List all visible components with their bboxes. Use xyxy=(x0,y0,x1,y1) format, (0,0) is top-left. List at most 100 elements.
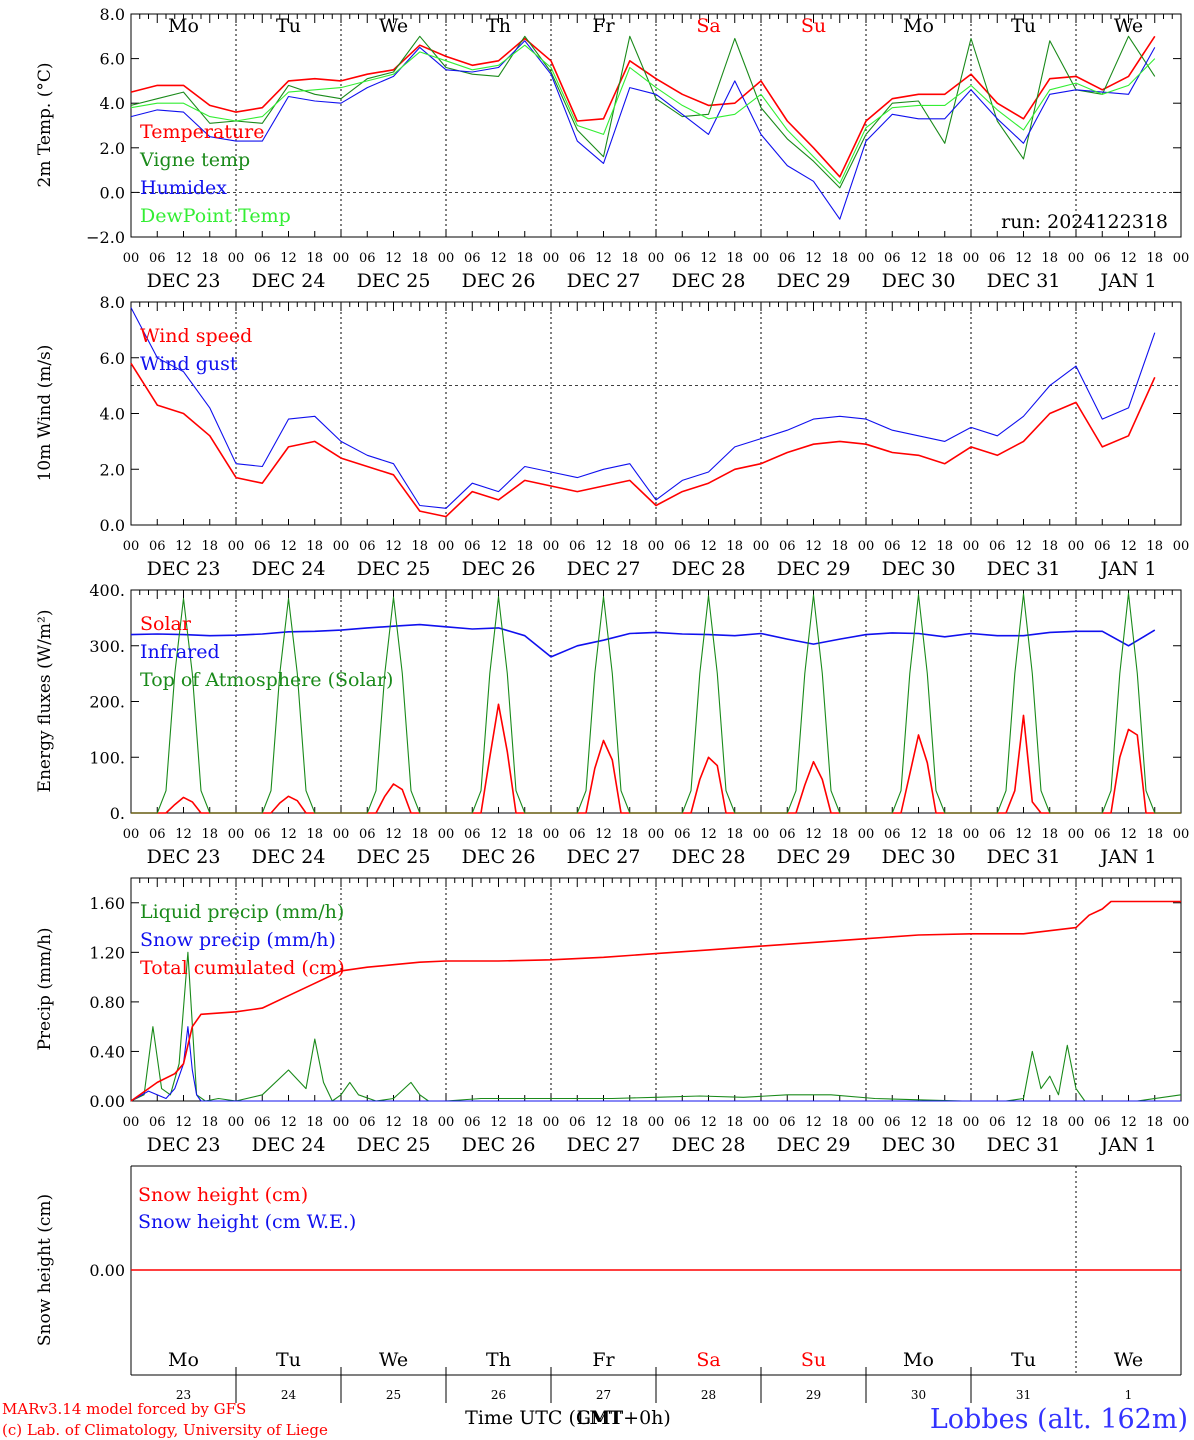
hour-tick-label: 00 xyxy=(1068,251,1085,266)
y-tick-label: 4.0 xyxy=(100,94,125,113)
hour-tick-label: 12 xyxy=(910,539,927,554)
y-tick-label: 300. xyxy=(89,637,125,656)
day-of-week-label: Sa xyxy=(696,1349,720,1371)
y-tick-label: −2.0 xyxy=(86,228,125,247)
date-label: DEC 31 xyxy=(987,270,1061,292)
day-of-week-label: Su xyxy=(801,15,826,37)
hour-tick-label: 18 xyxy=(516,1115,533,1130)
date-label: DEC 24 xyxy=(252,558,326,580)
hour-tick-label: 18 xyxy=(726,827,743,842)
series-line xyxy=(130,362,1156,518)
hour-tick-label: 06 xyxy=(674,827,691,842)
date-label: DEC 29 xyxy=(777,270,851,292)
hour-tick-label: 12 xyxy=(175,827,192,842)
hour-tick-label: 00 xyxy=(333,827,350,842)
hour-tick-label: 12 xyxy=(595,539,612,554)
hour-tick-label: 00 xyxy=(228,827,245,842)
day-of-week-label: Th xyxy=(486,1349,511,1371)
date-label: DEC 27 xyxy=(567,558,641,580)
hour-tick-label: 18 xyxy=(411,827,428,842)
hour-tick-label: 12 xyxy=(1015,251,1032,266)
date-label: DEC 23 xyxy=(147,558,221,580)
day-number-label: 26 xyxy=(491,1388,506,1402)
date-label: DEC 24 xyxy=(252,846,326,868)
hour-tick-label: 12 xyxy=(1120,539,1137,554)
date-label: DEC 23 xyxy=(147,270,221,292)
date-label: DEC 29 xyxy=(777,558,851,580)
hour-tick-label: 06 xyxy=(569,539,586,554)
day-of-week-label: Tu xyxy=(1011,1349,1036,1371)
hour-tick-label: 06 xyxy=(569,827,586,842)
date-label: DEC 26 xyxy=(462,270,536,292)
hour-tick-label: 00 xyxy=(438,539,455,554)
hour-tick-label: 06 xyxy=(779,251,796,266)
hour-tick-label: 18 xyxy=(621,1115,638,1130)
day-number-label: 24 xyxy=(281,1388,297,1402)
model-credit: MARv3.14 model forced by GFS xyxy=(2,1400,246,1418)
hour-tick-label: 06 xyxy=(779,827,796,842)
hour-tick-label: 12 xyxy=(700,539,717,554)
series-line xyxy=(130,35,1156,178)
y-tick-label: 2.0 xyxy=(100,460,125,479)
hour-tick-label: 18 xyxy=(621,827,638,842)
hour-tick-label: 18 xyxy=(621,251,638,266)
hour-tick-label: 18 xyxy=(1041,539,1058,554)
hour-tick-label: 00 xyxy=(1173,251,1190,266)
hour-tick-label: 00 xyxy=(648,1115,665,1130)
day-of-week-label: We xyxy=(1114,15,1143,37)
hour-tick-label: 06 xyxy=(884,827,901,842)
hour-tick-label: 06 xyxy=(674,1115,691,1130)
date-label: JAN 1 xyxy=(1098,1134,1156,1156)
hour-tick-label: 18 xyxy=(306,827,323,842)
hour-tick-label: 00 xyxy=(648,827,665,842)
hour-tick-label: 18 xyxy=(936,251,953,266)
legend-entry: Wind gust xyxy=(140,353,238,375)
hour-tick-label: 18 xyxy=(1041,251,1058,266)
day-of-week-label: Th xyxy=(486,15,511,37)
hour-tick-label: 06 xyxy=(464,1115,481,1130)
hour-tick-label: 18 xyxy=(201,539,218,554)
series-line xyxy=(130,35,1156,189)
panel-2: 0.0 2.0 4.0 6.0 8.0 10m Wind (m/s) Wind speed W… xyxy=(35,293,1189,580)
hour-tick-label: 00 xyxy=(333,1115,350,1130)
day-of-week-label: Mo xyxy=(903,1349,934,1371)
hour-tick-label: 18 xyxy=(201,251,218,266)
station-name: Lobbes (alt. 162m) xyxy=(930,1404,1188,1435)
hour-tick-label: 00 xyxy=(753,539,770,554)
hour-tick-label: 06 xyxy=(884,251,901,266)
legend-entry: Top of Atmosphere (Solar) xyxy=(140,669,393,691)
day-number-label: 27 xyxy=(596,1388,611,1402)
hour-tick-label: 18 xyxy=(621,539,638,554)
hour-tick-label: 00 xyxy=(858,1115,875,1130)
legend-entry: Snow precip (mm/h) xyxy=(140,929,336,951)
date-label: DEC 29 xyxy=(777,846,851,868)
hour-tick-label: 06 xyxy=(674,539,691,554)
hour-tick-label: 06 xyxy=(1094,539,1111,554)
hour-tick-label: 06 xyxy=(254,251,271,266)
hour-tick-label: 06 xyxy=(884,539,901,554)
y-tick-label: 6.0 xyxy=(100,50,125,69)
legend-entry: Wind speed xyxy=(140,325,252,347)
hour-tick-label: 12 xyxy=(1015,539,1032,554)
hour-tick-label: 18 xyxy=(831,251,848,266)
y-tick-label: 100. xyxy=(89,748,125,767)
date-label: DEC 30 xyxy=(882,270,956,292)
hour-tick-label: 12 xyxy=(805,1115,822,1130)
hour-tick-label: 06 xyxy=(254,827,271,842)
hour-tick-label: 18 xyxy=(936,539,953,554)
date-label: DEC 28 xyxy=(672,1134,746,1156)
date-label: DEC 25 xyxy=(357,558,431,580)
panel-1: −2.0 0.0 2.0 4.0 6.0 8.0 2m Temp. (°C) Temperat… xyxy=(35,5,1189,292)
hour-tick-label: 00 xyxy=(228,251,245,266)
series-line xyxy=(130,623,1156,658)
hour-tick-label: 18 xyxy=(1041,1115,1058,1130)
hour-tick-label: 00 xyxy=(1173,1115,1190,1130)
hour-tick-label: 12 xyxy=(385,827,402,842)
hour-tick-label: 06 xyxy=(1094,827,1111,842)
hour-tick-label: 00 xyxy=(123,1115,140,1130)
date-label: DEC 28 xyxy=(672,846,746,868)
date-label: DEC 23 xyxy=(147,1134,221,1156)
hour-tick-label: 00 xyxy=(438,1115,455,1130)
date-label: JAN 1 xyxy=(1098,846,1156,868)
hour-tick-label: 06 xyxy=(989,251,1006,266)
